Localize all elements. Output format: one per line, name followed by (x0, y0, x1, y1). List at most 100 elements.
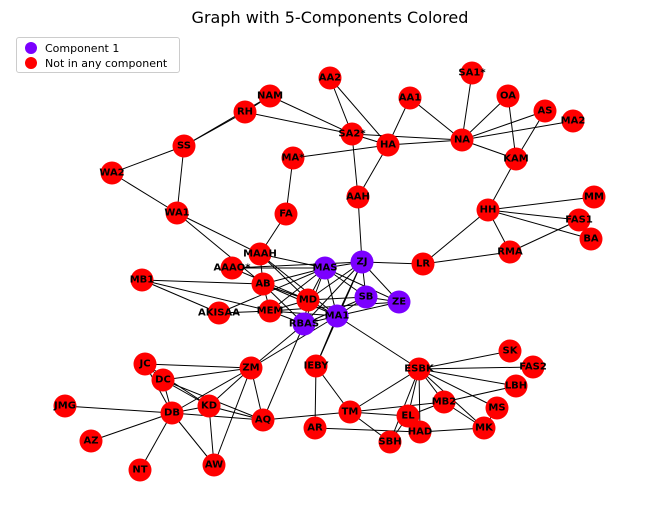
node-circle (220, 256, 244, 280)
node-AR: AR (303, 416, 327, 440)
node-NT: NT (128, 458, 152, 482)
edge-ESBK-LBH (418, 368, 517, 387)
node-circle (521, 355, 545, 379)
node-NA: NA (450, 128, 474, 152)
edge-RBAS-AQ (262, 323, 305, 421)
node-MEM: MEM (257, 299, 283, 323)
node-HH: HH (476, 198, 500, 222)
node-circle (133, 352, 157, 376)
edge-AAAO*-ZJ (231, 261, 363, 269)
node-AA1: AA1 (398, 86, 422, 110)
node-circle (504, 374, 528, 398)
node-MS: MS (485, 396, 509, 420)
node-label: MK (475, 423, 494, 434)
node-label: MA1 (325, 311, 350, 322)
node-TM: TM (338, 400, 362, 424)
node-circle (207, 301, 231, 325)
node-label: HH (480, 205, 497, 216)
node-circle (472, 416, 496, 440)
node-circle (303, 416, 327, 440)
node-circle (172, 134, 196, 158)
node-RH: RH (233, 100, 257, 124)
edge-NAM-SA2* (269, 95, 353, 135)
node-circle (579, 227, 603, 251)
edge-SS-WA2 (111, 145, 185, 174)
node-EL: EL (396, 404, 420, 428)
node-MM: MM (582, 185, 606, 209)
node-label: SK (503, 346, 519, 357)
node-label: ESBK (404, 364, 435, 375)
edge-WA1-AB (176, 212, 264, 285)
node-circle (258, 299, 282, 323)
edge-SA2*-NA (351, 133, 463, 141)
node-SB: SB (354, 285, 378, 309)
node-label: HA (380, 140, 396, 151)
node-label: SA2* (338, 129, 366, 140)
node-circle (340, 122, 364, 146)
node-circle (498, 339, 522, 363)
node-AZ: AZ (79, 429, 103, 453)
edge-JC-ZM (144, 363, 252, 369)
edge-HA-MA* (292, 144, 389, 159)
node-MA1: MA1 (325, 304, 350, 328)
node-ZJ: ZJ (350, 250, 374, 274)
node-label: DB (164, 408, 180, 419)
node-ESBK: ESBK (404, 357, 435, 381)
node-circle (100, 161, 124, 185)
node-label: NT (132, 465, 147, 476)
node-circle (274, 202, 298, 226)
node-circle (396, 404, 420, 428)
edge-FAS1-RMA (509, 219, 580, 253)
node-AB: AB (251, 272, 275, 296)
node-MAAH: MAAH (243, 242, 277, 266)
edge-MB1-AKISAA (141, 279, 220, 314)
legend-item-component: Component 1 (25, 41, 119, 55)
node-KD: KD (197, 394, 221, 418)
node-label: ZM (242, 363, 259, 374)
node-label: BA (583, 234, 599, 245)
node-label: ZJ (357, 257, 368, 268)
node-circle (251, 408, 275, 432)
node-label: RMA (497, 247, 523, 258)
node-AAAO*: AAAO* (214, 256, 252, 280)
node-SBH: SBH (378, 430, 402, 454)
edge-MA1-ZM (250, 315, 338, 369)
legend-item-other: Not in any component (25, 56, 167, 70)
node-SA2*: SA2* (338, 122, 366, 146)
node-label: WA2 (99, 168, 124, 179)
node-JC: JC (133, 352, 157, 376)
node-MB2: MB2 (432, 390, 456, 414)
node-circle (387, 290, 411, 314)
node-circle (248, 242, 272, 266)
legend-label-component: Component 1 (45, 41, 120, 55)
node-circle (325, 304, 349, 328)
legend: Component 1 Not in any component (16, 37, 180, 73)
node-label: SB (359, 292, 374, 303)
node-circle (304, 354, 328, 378)
edge-HA-NA (387, 139, 463, 146)
node-label: NA (454, 135, 470, 146)
node-circle (338, 400, 362, 424)
node-circle (128, 458, 152, 482)
edge-ZM-DB (171, 367, 252, 414)
edge-WA1-MAAH (176, 212, 261, 255)
node-AW: AW (202, 453, 226, 477)
node-label: AAAO* (214, 263, 252, 274)
edge-NAM-SS (183, 95, 271, 147)
nodes-layer: AA2 NAM RH AA1 SA1* OA AS MA2 SA2* HA NA SS MA* KAM WA… (53, 61, 606, 482)
edge-AR-HAD (314, 427, 421, 433)
node-label: IEBY (304, 361, 330, 372)
edge-MB1-MEM (141, 279, 271, 312)
node-label: AA1 (399, 93, 421, 104)
node-circle (160, 401, 184, 425)
node-label: NAM (257, 91, 283, 102)
edge-NA-MA2 (461, 120, 574, 141)
node-label: FAS2 (519, 362, 547, 373)
edge-ESBK-FAS2 (418, 366, 534, 370)
legend-dot-component (25, 42, 37, 54)
node-label: AR (307, 423, 323, 434)
node-label: MA2 (561, 116, 586, 127)
node-circle (582, 185, 606, 209)
node-circle (376, 133, 400, 157)
node-AAH: AAH (346, 185, 370, 209)
